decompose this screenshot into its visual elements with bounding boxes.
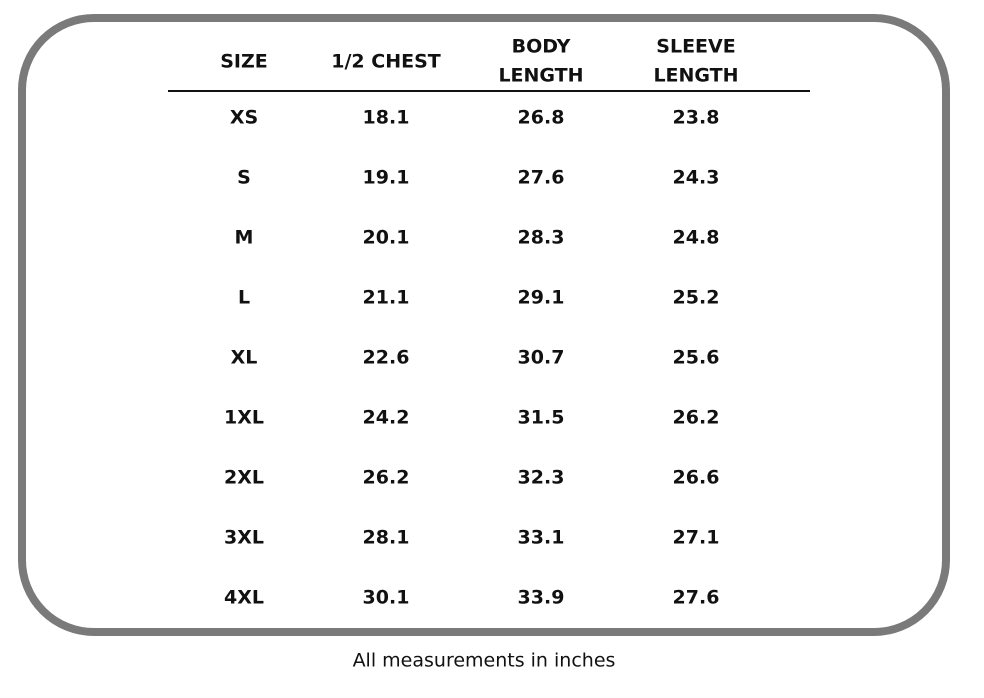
table-cell: 23.8 (673, 107, 720, 129)
table-cell: 29.1 (518, 287, 565, 309)
frame (18, 14, 950, 636)
table-cell: 26.8 (518, 107, 565, 129)
table-cell: 26.6 (673, 467, 720, 489)
table-cell: L (238, 287, 250, 309)
table-cell: M (235, 227, 254, 249)
footer-note: All measurements in inches (353, 650, 616, 672)
table-cell: 26.2 (363, 467, 410, 489)
table-cell: 2XL (224, 467, 264, 489)
header-cell: SIZE (220, 51, 268, 73)
table-cell: XS (230, 107, 258, 129)
header-cell: BODY (512, 36, 571, 58)
header-cell: LENGTH (653, 65, 738, 87)
table-cell: 31.5 (518, 407, 565, 429)
table-cell: 33.9 (518, 587, 565, 609)
table-cell: S (237, 167, 251, 189)
table-cell: 30.1 (363, 587, 410, 609)
table-cell: 28.3 (518, 227, 565, 249)
header-cell: 1/2 CHEST (331, 51, 441, 73)
table-cell: 25.2 (673, 287, 720, 309)
header-cell: SLEEVE (656, 36, 735, 58)
table-cell: 21.1 (363, 287, 410, 309)
table-cell: 20.1 (363, 227, 410, 249)
table-cell: 24.2 (363, 407, 410, 429)
table-cell: 24.8 (673, 227, 720, 249)
table-cell: 33.1 (518, 527, 565, 549)
table-cell: 30.7 (518, 347, 565, 369)
table-cell: 32.3 (518, 467, 565, 489)
table-cell: 18.1 (363, 107, 410, 129)
table-cell: 25.6 (673, 347, 720, 369)
table-cell: 3XL (224, 527, 264, 549)
table-cell: 27.6 (673, 587, 720, 609)
table-cell: 26.2 (673, 407, 720, 429)
table-cell: 1XL (224, 407, 264, 429)
table-cell: 24.3 (673, 167, 720, 189)
table-cell: 22.6 (363, 347, 410, 369)
table-cell: 4XL (224, 587, 264, 609)
table-cell: 28.1 (363, 527, 410, 549)
table-cell: 27.6 (518, 167, 565, 189)
table-cell: 19.1 (363, 167, 410, 189)
header-cell: LENGTH (498, 65, 583, 87)
table-cell: 27.1 (673, 527, 720, 549)
table-cell: XL (231, 347, 258, 369)
